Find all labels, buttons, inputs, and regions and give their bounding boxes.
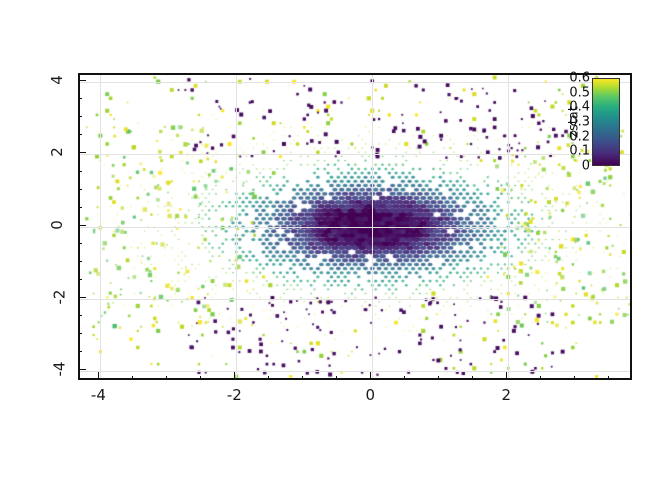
colorbar-gradient bbox=[592, 78, 620, 166]
colorbar-tick-label: 0 bbox=[581, 158, 590, 174]
gridline-horizontal bbox=[80, 371, 630, 373]
colorbar: zstat 0.6 0.5 0.4 0.3 0.2 0.1 0 bbox=[556, 70, 626, 174]
y-tick-minor bbox=[78, 170, 82, 172]
x-tick-minor bbox=[336, 376, 338, 380]
gridline-horizontal bbox=[80, 226, 630, 228]
gridline-horizontal bbox=[80, 154, 630, 156]
colorbar-tick-label: 0.4 bbox=[569, 99, 590, 115]
scatter-plot-canvas bbox=[80, 75, 630, 378]
x-tick-label: 2 bbox=[501, 386, 512, 404]
y-tick-minor bbox=[78, 206, 82, 208]
gridline-vertical bbox=[372, 75, 374, 378]
x-tick-minor bbox=[268, 376, 270, 380]
x-tick-minor bbox=[540, 376, 542, 380]
gridline-horizontal bbox=[80, 82, 630, 84]
x-tick-minor bbox=[132, 376, 134, 380]
x-tick-label: -2 bbox=[226, 386, 242, 404]
plot-frame bbox=[78, 73, 632, 380]
y-tick-major bbox=[78, 80, 86, 82]
x-tick-minor bbox=[472, 376, 474, 380]
x-tick-minor bbox=[438, 376, 440, 380]
x-tick-minor bbox=[302, 376, 304, 380]
colorbar-tick-label: 0.5 bbox=[569, 85, 590, 101]
gridline-vertical bbox=[508, 75, 510, 378]
y-tick-minor bbox=[78, 188, 82, 190]
gridline-vertical bbox=[100, 75, 102, 378]
colorbar-tick-label: 0.1 bbox=[569, 143, 590, 159]
y-tick-minor bbox=[78, 242, 82, 244]
y-tick-label: 2 bbox=[47, 147, 66, 158]
y-tick-minor bbox=[78, 98, 82, 100]
y-tick-minor bbox=[78, 260, 82, 262]
y-tick-major bbox=[78, 152, 86, 154]
y-tick-minor bbox=[78, 314, 82, 316]
y-tick-major bbox=[78, 369, 86, 371]
colorbar-tick-label: 0.2 bbox=[569, 129, 590, 145]
y-tick-label: -2 bbox=[50, 289, 69, 305]
gridline-vertical bbox=[236, 75, 238, 378]
y-tick-minor bbox=[78, 333, 82, 335]
y-tick-minor bbox=[78, 116, 82, 118]
x-tick-minor bbox=[574, 376, 576, 380]
x-tick-major bbox=[370, 372, 372, 380]
y-tick-minor bbox=[78, 278, 82, 280]
x-tick-minor bbox=[200, 376, 202, 380]
x-tick-label: -4 bbox=[90, 386, 106, 404]
x-tick-minor bbox=[608, 376, 610, 380]
colorbar-tick-label: 0.6 bbox=[569, 70, 590, 86]
x-tick-minor bbox=[404, 376, 406, 380]
x-tick-major bbox=[98, 372, 100, 380]
y-tick-minor bbox=[78, 134, 82, 136]
y-tick-minor bbox=[78, 351, 82, 353]
y-tick-label: 0 bbox=[47, 219, 66, 230]
x-tick-label: 0 bbox=[365, 386, 376, 404]
gridline-horizontal bbox=[80, 298, 630, 300]
y-tick-label: -4 bbox=[50, 361, 69, 377]
y-tick-label: 4 bbox=[47, 75, 66, 85]
x-tick-minor bbox=[166, 376, 168, 380]
y-tick-major bbox=[78, 296, 86, 298]
y-tick-major bbox=[78, 224, 86, 226]
x-tick-major bbox=[506, 372, 508, 380]
x-tick-major bbox=[234, 372, 236, 380]
colorbar-tick-label: 0.3 bbox=[569, 114, 590, 130]
